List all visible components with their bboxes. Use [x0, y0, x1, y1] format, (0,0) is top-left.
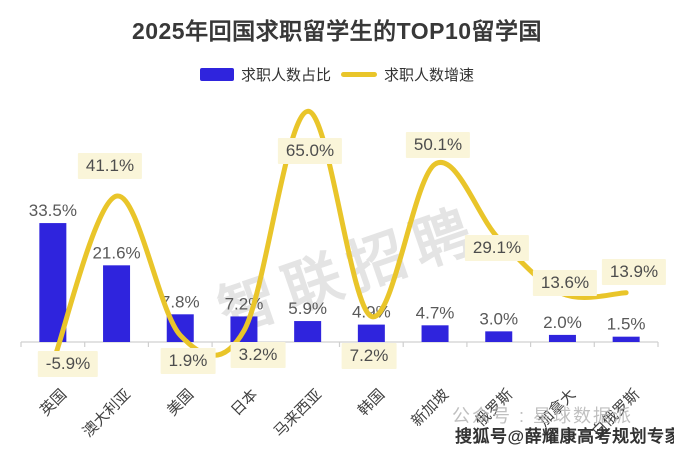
growth-value-label: 41.1% — [77, 153, 143, 179]
watermark-sohu: 搜狐号@薛耀康高考规划专家 — [455, 427, 674, 446]
legend-item-bar: 求职人数占比 — [199, 64, 331, 85]
growth-value-label: 7.2% — [341, 343, 397, 369]
bar — [548, 334, 576, 342]
bar-value-label: 4.7% — [416, 303, 455, 322]
growth-value-label: 29.1% — [464, 235, 530, 261]
growth-value-label: 13.6% — [532, 270, 598, 296]
bar-value-label: 1.5% — [607, 315, 646, 334]
bar-value-label: 5.9% — [288, 299, 327, 318]
legend-item-line: 求职人数增速 — [341, 64, 474, 85]
bar — [103, 265, 131, 342]
bar — [485, 331, 513, 342]
line-swatch-icon — [341, 72, 377, 77]
growth-value-label: 50.1% — [405, 132, 471, 158]
bar-value-label: 33.5% — [29, 201, 77, 220]
chart-title: 2025年回国求职留学生的TOP10留学国 — [131, 18, 543, 44]
legend: 求职人数占比 求职人数增速 — [0, 64, 674, 85]
bar — [39, 223, 67, 342]
watermark-account: 公众号 : 星球数据派 — [452, 406, 634, 426]
bar-value-label: 3.0% — [479, 309, 518, 328]
bar-value-label: 21.6% — [92, 243, 140, 262]
bar-value-label: 7.8% — [161, 292, 200, 311]
legend-bar-label: 求职人数占比 — [240, 67, 331, 84]
bar — [294, 321, 322, 342]
bar-value-label: 2.0% — [543, 313, 582, 332]
growth-value-label: 13.9% — [601, 259, 667, 285]
growth-value-label: 1.9% — [160, 348, 216, 374]
legend-line-label: 求职人数增速 — [384, 67, 475, 84]
growth-value-label: -5.9% — [37, 351, 99, 377]
bar — [357, 324, 385, 342]
bar-swatch-icon — [199, 68, 234, 81]
growth-value-label: 65.0% — [277, 138, 343, 164]
bar — [421, 325, 449, 342]
growth-value-label: 3.2% — [230, 342, 286, 368]
bar — [612, 336, 640, 342]
